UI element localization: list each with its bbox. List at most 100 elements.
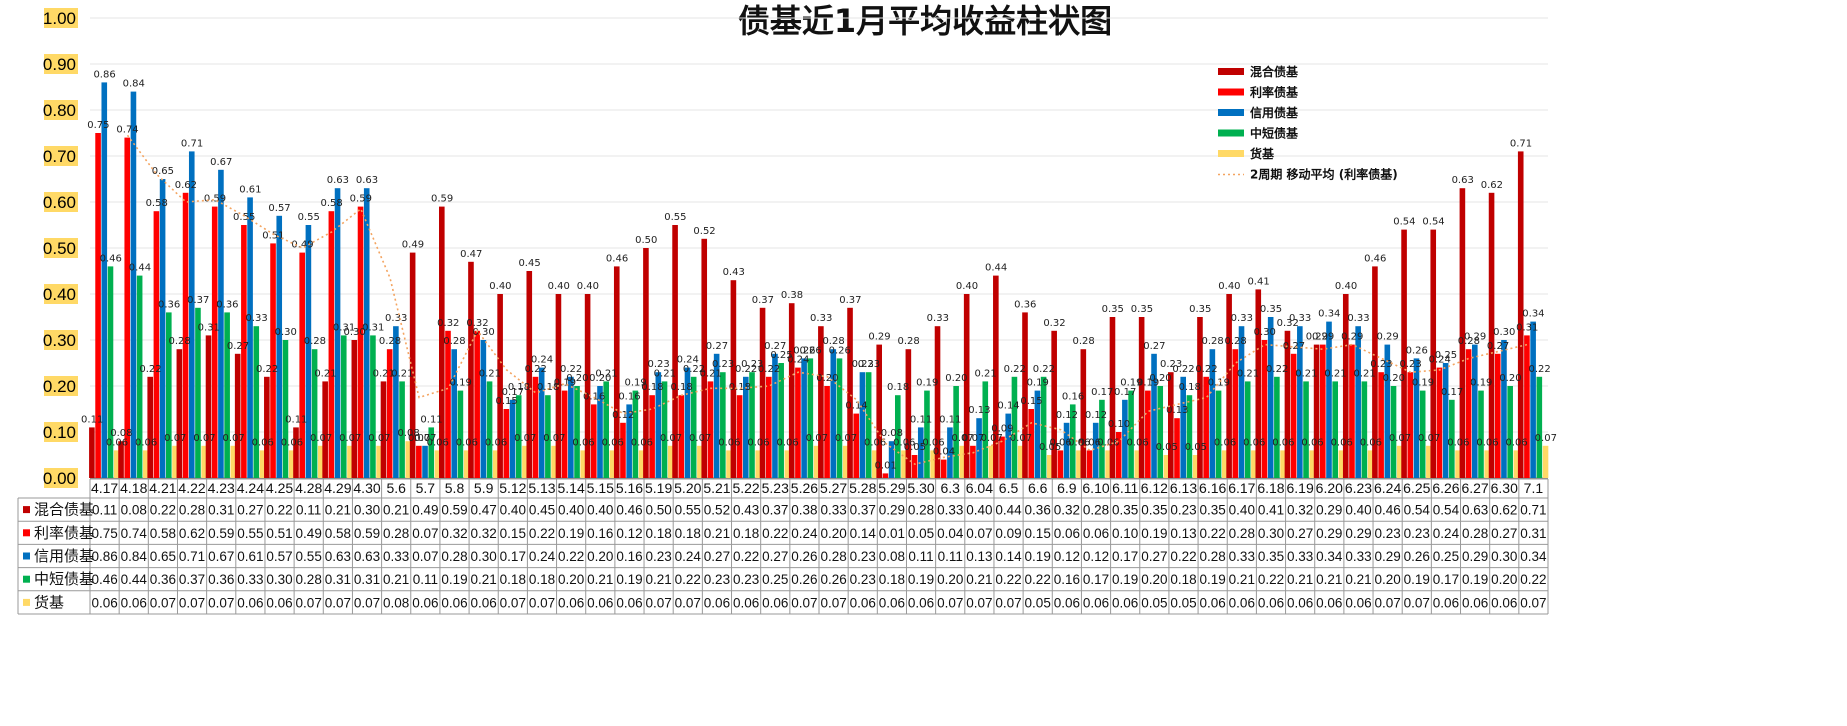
data-label: 0.24: [677, 355, 699, 366]
table-cell: 0.28: [1462, 526, 1488, 541]
table-cell: 0.31: [354, 572, 380, 587]
category-label: 6.25: [1403, 480, 1430, 496]
table-cell: 0.30: [471, 549, 497, 564]
data-label: 0.06: [252, 437, 274, 448]
y-tick-highlight: [44, 8, 78, 28]
table-cell: 0.57: [266, 549, 292, 564]
bar: [376, 445, 382, 478]
category-label: 6.9: [1057, 480, 1077, 496]
bar: [859, 372, 866, 478]
table-cell: 0.19: [1141, 526, 1167, 541]
bar: [1436, 367, 1443, 478]
data-label: 0.26: [793, 345, 815, 356]
bar: [643, 248, 649, 478]
bar: [1459, 188, 1466, 478]
category-label: 4.17: [91, 480, 118, 496]
bar: [270, 243, 276, 478]
table-cell: 0.24: [1433, 526, 1460, 541]
table-cell: 0.06: [587, 595, 613, 610]
data-label: 0.07: [193, 433, 215, 444]
table-cell: 0.28: [908, 503, 934, 518]
bar: [1192, 455, 1199, 478]
data-label: 0.61: [239, 184, 261, 195]
table-cell: 0.33: [237, 572, 263, 587]
bar: [1361, 381, 1368, 478]
row-legend-key: [23, 529, 30, 537]
table-cell: 0.24: [529, 549, 556, 564]
table-cell: 0.63: [354, 549, 380, 564]
category-label: 6.13: [1170, 480, 1197, 496]
data-label: 0.45: [518, 258, 540, 269]
data-label: 0.05: [1039, 442, 1061, 453]
data-label: 0.28: [443, 336, 465, 347]
data-label: 0.47: [460, 249, 482, 260]
data-label: 0.44: [985, 263, 1007, 274]
data-label: 0.21: [654, 368, 676, 379]
y-tick-label: 0.70: [43, 147, 76, 166]
table-cell: 0.14: [850, 526, 877, 541]
table-cell: 0.11: [296, 503, 321, 518]
data-label: 0.29: [1306, 332, 1328, 343]
table-cell: 0.17: [500, 549, 526, 564]
table-cell: 0.33: [820, 503, 846, 518]
bar: [428, 427, 435, 478]
data-label: 0.11: [420, 414, 442, 425]
bar: [638, 450, 645, 478]
data-label: 0.06: [747, 437, 769, 448]
data-label: 0.06: [631, 437, 653, 448]
data-label: 0.06: [281, 437, 303, 448]
bar: [1320, 344, 1326, 478]
data-label: 0.17: [1091, 387, 1113, 398]
bar: [970, 445, 976, 478]
table-cell: 0.21: [383, 503, 409, 518]
y-tick-label: 0.10: [43, 423, 76, 442]
table-cell: 0.16: [587, 526, 613, 541]
data-label: 0.31: [198, 322, 220, 333]
table-cell: 0.44: [995, 503, 1022, 518]
data-label: 0.31: [333, 322, 355, 333]
table-cell: 0.06: [1491, 595, 1517, 610]
table-cell: 0.06: [91, 595, 117, 610]
table-cell: 0.28: [383, 526, 409, 541]
table-cell: 0.21: [704, 526, 730, 541]
category-label: 6.10: [1082, 480, 1109, 496]
table-cell: 0.07: [820, 595, 846, 610]
bar: [393, 326, 399, 478]
data-label: 0.74: [116, 125, 138, 136]
y-tick-label: 0.50: [43, 239, 76, 258]
bar: [480, 340, 487, 478]
bar: [1384, 344, 1391, 478]
bar: [143, 450, 149, 478]
y-tick-highlight: [44, 238, 78, 258]
data-label: 0.18: [1179, 382, 1201, 393]
table-cell: 0.06: [441, 595, 467, 610]
bar: [911, 455, 918, 478]
table-cell: 0.19: [1025, 549, 1051, 564]
bar: [1255, 289, 1262, 478]
data-table: 4.17 4.18 4.21 4.22 4.23 4.24 4.25 4.28 4.29 4.30…: [17, 478, 1549, 615]
table-cell: 0.26: [791, 572, 817, 587]
bar: [276, 215, 283, 479]
table-cell: 0.19: [1404, 572, 1430, 587]
moving-average-line: [126, 134, 1528, 466]
bar: [147, 376, 153, 478]
data-label: 0.54: [1422, 217, 1444, 228]
category-label: 4.18: [120, 480, 147, 496]
table-cell: 0.22: [1200, 526, 1226, 541]
table-cell: 0.07: [529, 595, 555, 610]
bar: [497, 294, 503, 478]
table-cell: 0.06: [762, 595, 788, 610]
table-cell: 0.18: [879, 572, 905, 587]
data-label: 0.12: [1056, 410, 1078, 421]
data-label: 0.35: [1102, 304, 1124, 315]
data-label: 0.24: [531, 355, 553, 366]
bar: [1536, 376, 1543, 478]
legend-label: 中短债基: [1250, 126, 1299, 141]
table-cell: 0.22: [675, 572, 701, 587]
data-label: 0.35: [1131, 304, 1153, 315]
table-cell: 0.11: [938, 549, 963, 564]
bar: [1086, 450, 1093, 478]
data-label: 0.17: [1114, 387, 1136, 398]
data-label: 0.36: [216, 299, 238, 310]
category-label: 5.26: [791, 480, 818, 496]
